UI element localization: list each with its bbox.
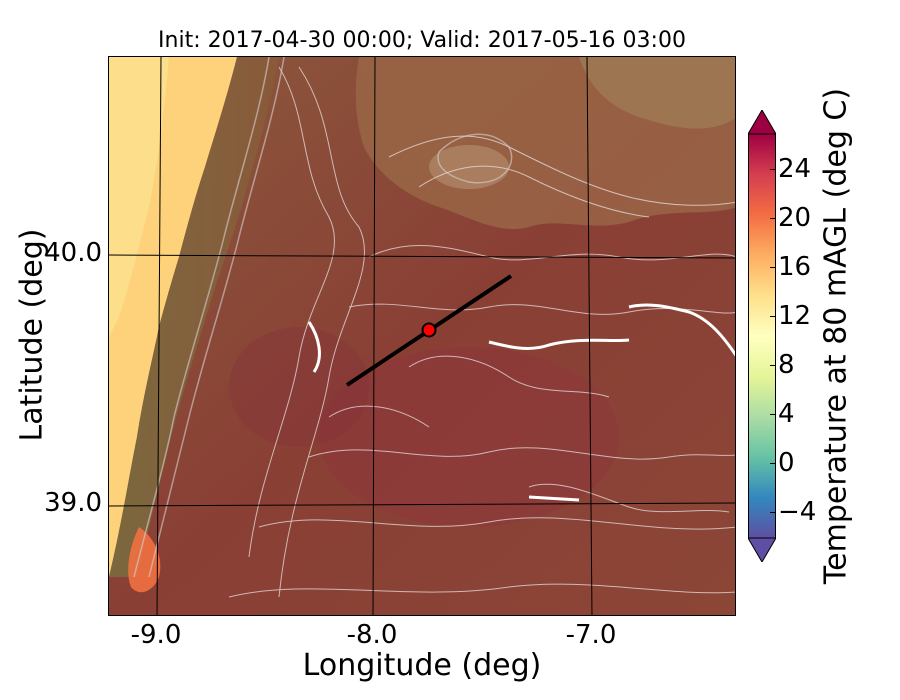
- x-tick-label: -9.0: [130, 620, 182, 650]
- coastal-hill-band: [109, 57, 279, 577]
- map-title: Init: 2017-04-30 00:00; Valid: 2017-05-1…: [158, 28, 686, 53]
- colorbar-tick-label: 24: [769, 154, 812, 184]
- colorbar: [748, 110, 776, 562]
- colorbar-tick-label: 4: [770, 399, 795, 429]
- contour-lines: [228, 66, 735, 598]
- parallel-40: [109, 254, 735, 259]
- map-canvas: [109, 57, 735, 615]
- coastal-contours: [133, 57, 513, 578]
- ocean-shallow: [109, 57, 169, 337]
- colorbar-ramp: [748, 133, 776, 539]
- y-axis-title: Latitude (deg): [14, 228, 50, 442]
- meridian-minus-7: [586, 57, 593, 615]
- meridian-minus-8: [372, 57, 376, 615]
- northeast-upland: [579, 57, 735, 129]
- colorbar-min-extend: [748, 537, 776, 562]
- x-tick-label: -7.0: [565, 620, 617, 650]
- transect-center-marker: [421, 322, 437, 338]
- colorbar-tick-label: 0: [770, 448, 795, 478]
- y-tick-label: 40.0: [44, 238, 102, 268]
- colorbar-tick-label: 20: [769, 203, 812, 233]
- southwest-hotspot: [128, 527, 161, 593]
- parallel-39: [109, 502, 735, 507]
- colorbar-title: Temperature at 80 mAGL (deg C): [818, 87, 854, 585]
- y-tick-label: 39.0: [44, 488, 102, 518]
- x-axis-title: Longitude (deg): [302, 648, 542, 683]
- graticule: [109, 57, 735, 615]
- warm-core-west: [229, 327, 369, 447]
- colorbar-tick-label: 12: [769, 301, 812, 331]
- colorbar-tick-label: −4: [769, 497, 817, 527]
- colorbar-tick-label: 8: [770, 350, 795, 380]
- meridian-minus-9: [156, 57, 162, 615]
- warm-core-center: [319, 347, 619, 527]
- colorbar-graphic: [748, 110, 776, 562]
- x-tick-label: -8.0: [346, 620, 398, 650]
- map-plot-area: [108, 56, 736, 616]
- colorbar-max-extend: [748, 110, 776, 135]
- colorbar-tick-label: 16: [769, 252, 812, 282]
- valley-features: [307, 303, 735, 502]
